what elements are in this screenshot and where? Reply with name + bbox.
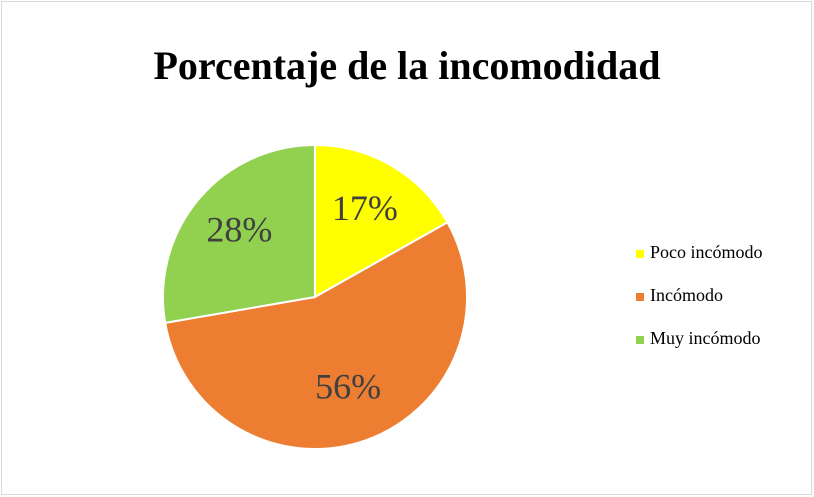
- legend-label: Poco incómodo: [650, 242, 763, 262]
- pie-slice: [164, 221, 468, 450]
- legend-label: Incómodo: [650, 285, 723, 305]
- pie-slice: [314, 143, 449, 299]
- pie-slice: [162, 143, 316, 325]
- legend-swatch: [636, 293, 644, 301]
- legend-swatch: [636, 250, 644, 258]
- legend-swatch: [636, 336, 644, 344]
- data-label: 28%: [206, 210, 272, 250]
- legend-label: Muy incómodo: [650, 328, 761, 348]
- data-label: 17%: [332, 188, 398, 228]
- chart-title: Porcentaje de la incomodidad: [153, 43, 660, 88]
- data-label: 56%: [315, 366, 381, 406]
